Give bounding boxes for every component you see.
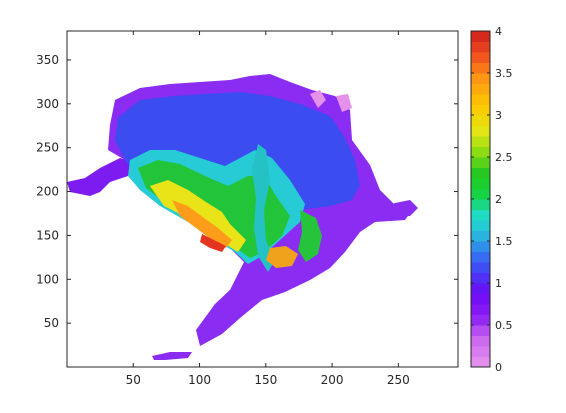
colorbar-level bbox=[471, 94, 490, 105]
colorbar-level bbox=[471, 346, 490, 357]
y-tick-label: 150 bbox=[36, 228, 59, 242]
colorbar-tick-label: 2 bbox=[495, 193, 502, 206]
region-right-island bbox=[378, 200, 418, 218]
colorbar-level bbox=[471, 325, 490, 336]
y-tick-label: 50 bbox=[44, 316, 59, 330]
x-tick-label: 150 bbox=[254, 373, 277, 387]
colorbar-tick-label: 1 bbox=[495, 277, 502, 290]
colorbar-level bbox=[471, 251, 490, 263]
colorbar-level bbox=[471, 209, 490, 221]
colorbar-level bbox=[471, 167, 490, 179]
region-red bbox=[200, 234, 226, 252]
colorbar-level bbox=[471, 83, 490, 95]
region-southwest bbox=[196, 270, 268, 340]
colorbar-level bbox=[471, 272, 490, 284]
colorbar-tick-label: 3 bbox=[495, 109, 502, 122]
y-axis: 50 100 150 200 250 300 350 bbox=[36, 53, 458, 330]
colorbar-level bbox=[471, 136, 490, 147]
colorbar-ticks: 0 0.5 1 1.5 2 2.5 3 3.5 4 bbox=[471, 25, 513, 374]
y-tick-label: 300 bbox=[36, 97, 59, 111]
colorbar-level bbox=[471, 62, 490, 74]
colorbar-level bbox=[471, 199, 490, 210]
region-pink-2 bbox=[336, 94, 352, 112]
colorbar-level bbox=[471, 262, 490, 273]
y-tick-label: 350 bbox=[36, 53, 59, 67]
region-spit bbox=[152, 352, 192, 360]
colorbar-level bbox=[471, 52, 490, 63]
colorbar-tick-label: 0.5 bbox=[495, 319, 513, 332]
colorbar-tick-label: 3.5 bbox=[495, 67, 513, 80]
x-axis: 50 100 150 200 250 bbox=[126, 31, 410, 387]
colorbar-level bbox=[471, 125, 490, 137]
colorbar-level bbox=[471, 178, 490, 189]
colorbar-level bbox=[471, 115, 490, 126]
colorbar-level bbox=[471, 314, 490, 326]
colorbar-level bbox=[471, 241, 490, 252]
x-tick-label: 50 bbox=[126, 373, 141, 387]
colorbar-tick-label: 2.5 bbox=[495, 151, 513, 164]
region-orange bbox=[172, 200, 232, 248]
region-channel bbox=[252, 144, 274, 272]
colorbar-level bbox=[471, 41, 490, 53]
colorbar-level bbox=[471, 188, 490, 200]
y-tick-label: 200 bbox=[36, 185, 59, 199]
colorbar-level bbox=[471, 31, 490, 42]
colorbar-level bbox=[471, 283, 490, 294]
axes-box bbox=[66, 30, 459, 368]
x-tick-label: 250 bbox=[387, 373, 410, 387]
region-left-arm bbox=[67, 158, 132, 196]
y-tick-label: 250 bbox=[36, 141, 59, 155]
colorbar-level bbox=[471, 220, 490, 231]
colorbar-tick-label: 4 bbox=[495, 25, 502, 38]
colorbar-level bbox=[471, 335, 490, 347]
colorbar bbox=[471, 31, 490, 368]
colorbar-level bbox=[471, 293, 490, 305]
colorbar-level bbox=[471, 356, 490, 368]
colorbar-level bbox=[471, 146, 490, 158]
x-tick-label: 200 bbox=[321, 373, 344, 387]
colorbar-level bbox=[471, 304, 490, 315]
colorbar-level bbox=[471, 73, 490, 84]
region-channel-green bbox=[298, 210, 322, 262]
colorbar-level bbox=[471, 230, 490, 242]
colorbar-level bbox=[471, 157, 490, 168]
y-tick-label: 100 bbox=[36, 272, 59, 286]
x-tick-label: 100 bbox=[188, 373, 211, 387]
colorbar-tick-label: 1.5 bbox=[495, 235, 513, 248]
region-pink-1 bbox=[310, 90, 326, 108]
region-orange-2 bbox=[266, 246, 298, 268]
heatmap-field bbox=[67, 74, 418, 360]
colorbar-tick-label: 0 bbox=[495, 361, 502, 374]
colorbar-level bbox=[471, 104, 490, 116]
